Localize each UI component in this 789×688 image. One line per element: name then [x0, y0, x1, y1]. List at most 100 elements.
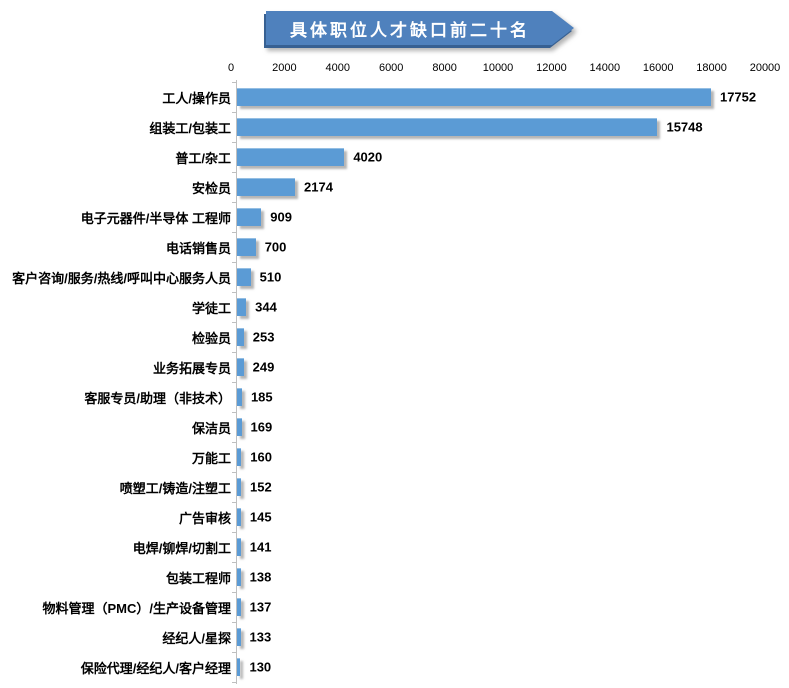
category-tick-mark: [232, 112, 237, 113]
bar[interactable]: [237, 388, 242, 406]
value-label: 510: [259, 269, 282, 285]
bar-track: 137: [237, 592, 789, 622]
bar-track: 909: [237, 202, 789, 232]
value-label: 249: [252, 359, 275, 375]
category-label: 电焊/铆焊/切割工: [132, 540, 231, 556]
bar[interactable]: [237, 658, 241, 676]
bar-row: 工人/操作员 17752: [0, 82, 789, 112]
value-label: 909: [270, 209, 292, 225]
bar-row: 客户咨询/服务/热线/呼叫中心服务人员 510: [0, 262, 789, 292]
bar-track: 700: [237, 232, 789, 262]
bar[interactable]: [237, 208, 262, 226]
category-tick-mark: [232, 382, 237, 383]
bar-track: 2174: [237, 172, 789, 202]
bar-track: 138: [237, 562, 789, 592]
x-tick-label: 4000: [325, 62, 351, 74]
category-label: 工人/操作员: [162, 90, 231, 106]
value-label: 160: [250, 449, 272, 465]
category-tick-mark: [232, 622, 237, 623]
bar-row: 业务拓展专员 249: [0, 352, 789, 382]
category-label: 业务拓展专员: [152, 360, 231, 376]
bar-track: 169: [237, 412, 789, 442]
category-tick-mark: [232, 232, 237, 233]
bar-track: 185: [237, 382, 789, 412]
bar-track: 141: [237, 532, 789, 562]
bar-row: 学徒工 344: [0, 292, 789, 322]
bar-track: 160: [237, 442, 789, 472]
bar-row: 保洁员 169: [0, 412, 789, 442]
x-tick-label: 14000: [589, 62, 621, 74]
category-tick-mark: [232, 262, 237, 263]
bar-track: 4020: [237, 142, 789, 172]
bar[interactable]: [237, 118, 658, 136]
category-tick-mark: [232, 142, 237, 143]
category-label: 学徒工: [191, 300, 231, 316]
category-label: 普工/杂工: [175, 150, 231, 166]
bar[interactable]: [237, 478, 242, 496]
bar[interactable]: [237, 298, 247, 316]
category-tick-mark: [232, 292, 237, 293]
bar[interactable]: [237, 508, 241, 526]
bar[interactable]: [237, 538, 241, 556]
x-tick-label: 12000: [536, 62, 567, 74]
bar-row: 广告审核 145: [0, 502, 789, 532]
category-label: 安检员: [191, 180, 231, 196]
value-label: 700: [264, 239, 287, 255]
bar[interactable]: [237, 268, 251, 286]
bar-row: 检验员 253: [0, 322, 789, 352]
value-label: 185: [250, 389, 273, 405]
category-tick-mark: [232, 202, 237, 203]
bar-track: 344: [237, 292, 789, 322]
category-tick-mark: [232, 562, 237, 563]
category-tick-mark: [232, 322, 237, 323]
bar-row: 电焊/铆焊/切割工 141: [0, 532, 789, 562]
bar[interactable]: [237, 88, 711, 106]
x-axis: 0 2000 4000 6000 8000 10000 12000 14000 16000 180…: [0, 62, 789, 76]
category-tick-mark: [232, 472, 237, 473]
category-tick-mark: [232, 172, 237, 173]
category-label: 电子元器件/半导体 工程师: [80, 210, 231, 226]
bar[interactable]: [237, 628, 241, 646]
category-tick-mark: [232, 412, 237, 413]
bar[interactable]: [237, 328, 244, 346]
category-label: 经纪人/星探: [162, 630, 231, 646]
bar[interactable]: [237, 598, 241, 616]
bar-row: 经纪人/星探 133: [0, 622, 789, 652]
category-label: 保险代理/经纪人/客户经理: [80, 660, 231, 676]
x-tick-label: 20000: [749, 62, 781, 74]
category-tick-mark: [232, 592, 237, 593]
bar-rows: 工人/操作员 17752 组装工/包装工 15748 普工/杂工 4020 安检员 2174 电…: [0, 82, 789, 682]
category-label: 电话销售员: [165, 240, 231, 256]
bar[interactable]: [237, 448, 242, 466]
bar-row: 组装工/包装工 15748: [0, 112, 789, 142]
bar-track: 145: [237, 502, 789, 532]
bar-row: 客服专员/助理（非技术） 185: [0, 382, 789, 412]
category-tick-mark: [232, 532, 237, 533]
bar-track: 15748: [237, 112, 789, 142]
bar-track: 253: [237, 322, 789, 352]
bar-track: 133: [237, 622, 789, 652]
category-tick-mark: [232, 352, 237, 353]
x-tick-label: 16000: [642, 62, 674, 74]
category-label: 检验员: [191, 330, 231, 346]
category-label: 客服专员/助理（非技术）: [84, 390, 231, 406]
plot-area: 工人/操作员 17752 组装工/包装工 15748 普工/杂工 4020 安检员 2174 电…: [12, 80, 789, 684]
x-tick-label: 10000: [482, 62, 514, 74]
bar[interactable]: [237, 358, 244, 376]
value-label: 137: [249, 599, 272, 615]
value-label: 152: [250, 479, 272, 495]
chart-title-banner[interactable]: 具体职位人才缺口前二十名: [266, 11, 574, 45]
banner-face: 具体职位人才缺口前二十名: [266, 11, 574, 45]
value-label: 130: [249, 659, 272, 675]
bar[interactable]: [237, 568, 241, 586]
x-tick-label: 18000: [696, 62, 727, 74]
bar[interactable]: [237, 238, 256, 256]
bar[interactable]: [237, 148, 345, 166]
bar-row: 电话销售员 700: [0, 232, 789, 262]
bar[interactable]: [237, 418, 242, 436]
value-label: 15748: [666, 119, 703, 135]
bar[interactable]: [237, 178, 296, 196]
bar-row: 包装工程师 138: [0, 562, 789, 592]
category-tick-mark: [232, 442, 237, 443]
